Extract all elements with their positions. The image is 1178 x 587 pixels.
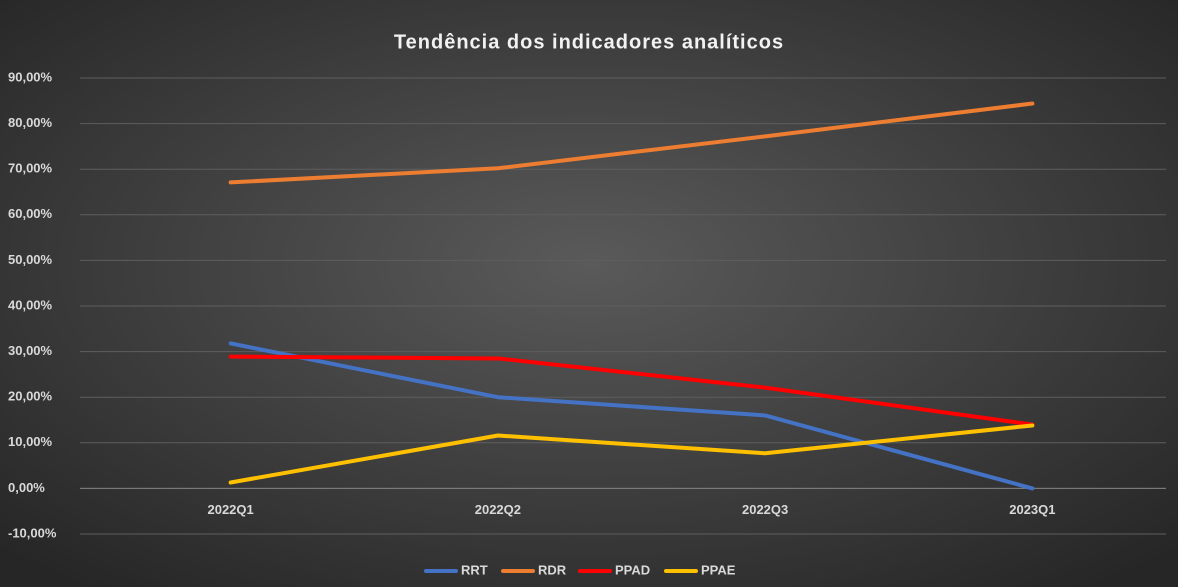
legend-label: RRT [461, 562, 488, 577]
y-tick-label: 60,00% [8, 206, 53, 221]
legend-label: PPAD [615, 562, 650, 577]
y-tick-label: 0,00% [8, 480, 45, 495]
y-tick-label: -10,00% [8, 525, 57, 540]
y-tick-label: 80,00% [8, 115, 53, 130]
series-line [228, 341, 1035, 491]
x-tick-label: 2022Q2 [475, 502, 521, 517]
y-tick-label: 40,00% [8, 297, 53, 312]
chart-title: Tendência dos indicadores analíticos [394, 31, 784, 53]
legend-label: PPAE [701, 562, 736, 577]
y-tick-label: 10,00% [8, 434, 53, 449]
y-tick-label: 50,00% [8, 252, 53, 267]
y-tick-label: 20,00% [8, 389, 53, 404]
x-tick-label: 2023Q1 [1009, 502, 1055, 517]
series-line [228, 354, 1035, 427]
series-line [228, 423, 1035, 485]
y-tick-label: 70,00% [8, 161, 53, 176]
x-tick-label: 2022Q3 [742, 502, 788, 517]
x-tick-label: 2022Q1 [207, 502, 253, 517]
legend-label: RDR [538, 562, 567, 577]
y-tick-label: 90,00% [8, 69, 53, 84]
series-line [228, 101, 1035, 185]
y-tick-label: 30,00% [8, 343, 53, 358]
